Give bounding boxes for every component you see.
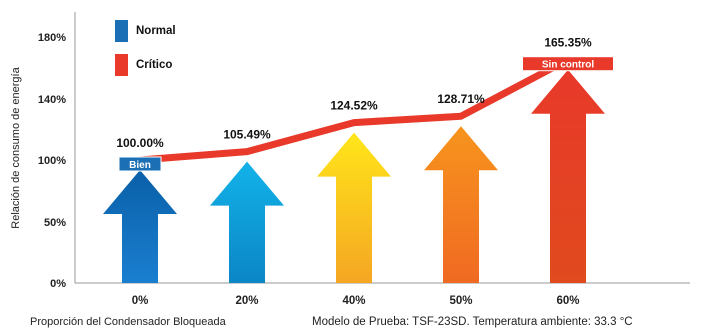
arrow-bar — [424, 126, 498, 283]
y-tick-label: 140% — [38, 94, 66, 106]
x-tick-label: 50% — [449, 295, 472, 307]
x-tick-label: 40% — [342, 295, 365, 307]
x-tick-label: 0% — [132, 295, 149, 307]
trend-line-layer — [136, 56, 572, 164]
legend-swatch — [115, 54, 128, 76]
legend: Normal Crítico — [115, 20, 176, 76]
value-label: 105.49% — [223, 128, 271, 142]
status-label-text: Sin control — [542, 60, 594, 71]
y-axis-label: Relación de consumo de energía — [10, 66, 22, 228]
y-tick-labels: 0% 50% 100% 140% 180% — [38, 32, 66, 290]
x-tick-labels: 0% 20% 40% 50% 60% — [132, 295, 580, 307]
value-label: 124.52% — [330, 99, 378, 113]
arrow-bar — [210, 161, 284, 283]
trend-line — [136, 56, 572, 164]
legend-label: Normal — [136, 25, 176, 37]
value-label: 165.35% — [544, 36, 592, 50]
status-label-box — [118, 156, 162, 172]
x-tick-label: 60% — [556, 295, 579, 307]
test-note: Modelo de Prueba: TSF-23SD. Temperatura … — [312, 316, 633, 328]
status-label: Bien — [118, 156, 162, 172]
value-labels: 100.00% 105.49% 124.52% 128.71% 165.35% — [116, 36, 592, 150]
y-tick-label: 50% — [44, 217, 66, 229]
arrow-bar — [317, 132, 391, 283]
status-label-box — [522, 56, 614, 72]
status-labels: Bien Sin control — [118, 56, 614, 172]
x-tick-label: 20% — [235, 295, 258, 307]
y-tick-label: 0% — [50, 278, 66, 290]
status-label-text: Bien — [129, 160, 151, 171]
arrow-bar — [103, 170, 177, 283]
value-label: 100.00% — [116, 136, 164, 150]
y-tick-label: 100% — [38, 155, 66, 167]
legend-label: Crítico — [136, 59, 172, 71]
arrow-bars — [103, 69, 605, 284]
x-axis-label: Proporción del Condensador Bloqueada — [30, 316, 227, 328]
arrow-bar — [531, 69, 605, 284]
legend-swatch — [115, 20, 128, 42]
status-label: Sin control — [522, 56, 614, 72]
y-tick-label: 180% — [38, 32, 66, 44]
value-label: 128.71% — [437, 92, 485, 106]
